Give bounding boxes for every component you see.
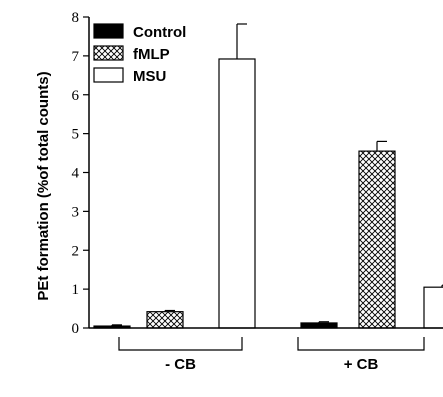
y-tick-label: 8 [72,10,80,26]
y-tick-label: 6 [72,88,80,104]
y-tick-label: 0 [72,321,80,337]
y-tick-label: 1 [72,282,80,298]
group-bracket [297,337,425,351]
bar-fmlp-minus-cb [146,311,184,329]
group-bracket [118,337,243,351]
legend-label-fmlp: fMLP [133,46,170,63]
legend-swatch-msu [93,67,124,83]
bars [93,58,443,329]
bar-msu-plus-cb [423,286,443,329]
legend-swatch-fmlp [93,45,124,61]
bar-msu-minus-cb [218,58,256,329]
y-axis-title: PEt formation (%of total counts) [35,71,52,300]
legend: Control fMLP MSU [93,23,186,85]
group-label: - CB [165,356,196,373]
legend-swatch-control [93,23,124,39]
error-bars [111,23,443,327]
bar-fmlp-plus-cb [358,150,396,329]
legend-label-control: Control [133,24,186,41]
y-axis-ticks: 0 1 2 3 4 5 6 7 8 [72,10,89,337]
bar-control-plus-cb [300,322,338,329]
y-tick-label: 7 [72,49,80,65]
y-tick-label: 3 [72,204,80,220]
legend-label-msu: MSU [133,68,166,85]
y-tick-label: 2 [72,243,80,259]
group-brackets: - CB + CB [118,337,425,373]
group-label: + CB [344,356,379,373]
y-tick-label: 4 [72,166,80,182]
y-tick-label: 5 [72,127,80,143]
